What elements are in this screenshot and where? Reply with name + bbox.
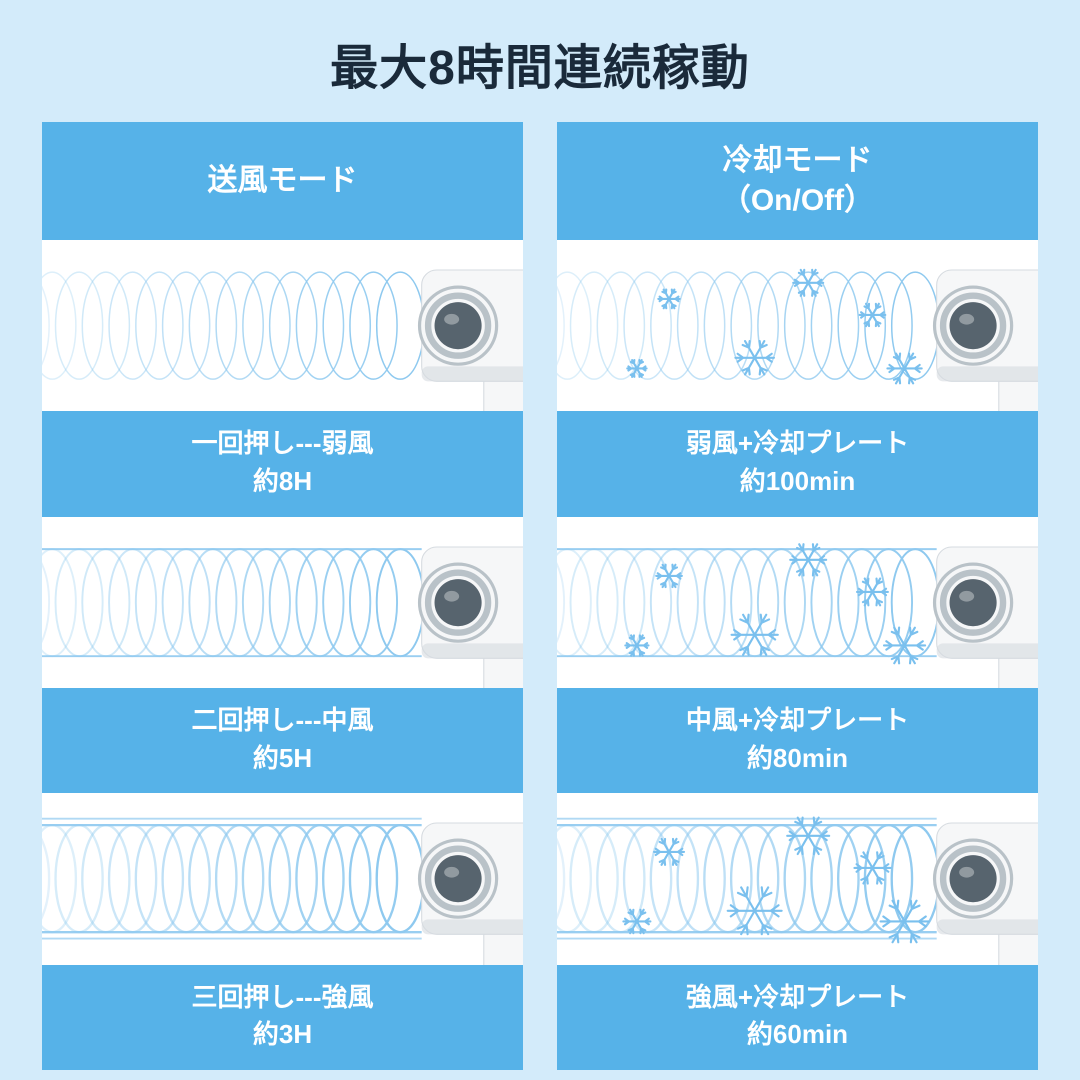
page-title: 最大8時間連続稼動 <box>0 0 1080 122</box>
fan-caption-2-line2: 約5H <box>253 743 312 773</box>
cool-caption-3-line2: 約60min <box>747 1019 848 1049</box>
fan-caption-3: 三回押し---強風 約3H <box>42 965 523 1070</box>
fan-caption-1-line2: 約8H <box>253 466 312 496</box>
cool-caption-3-line1: 強風+冷却プレート <box>686 982 909 1012</box>
fan-illustration-medium <box>42 517 523 688</box>
cool-row-3: 強風+冷却プレート 約60min <box>557 793 1038 1070</box>
cool-row-2: 中風+冷却プレート 約80min <box>557 517 1038 794</box>
cool-illustration-medium <box>557 517 1038 688</box>
cool-caption-2-line1: 中風+冷却プレート <box>686 705 909 735</box>
fan-mode-header: 送風モード <box>42 122 523 240</box>
cooling-mode-column: 冷却モード （On/Off） 弱風+冷却プレート 約100min <box>557 122 1038 1070</box>
fan-row-2: 二回押し---中風 約5H <box>42 517 523 794</box>
cool-illustration-weak <box>557 240 1038 411</box>
fan-caption-2-line1: 二回押し---中風 <box>192 705 374 735</box>
cooling-mode-header-line1: 冷却モード <box>723 141 873 182</box>
cool-caption-2: 中風+冷却プレート 約80min <box>557 688 1038 793</box>
fan-mode-column: 送風モード 一回押し---弱風 約8H <box>42 122 523 1070</box>
cool-caption-1: 弱風+冷却プレート 約100min <box>557 411 1038 516</box>
fan-row-3: 三回押し---強風 約3H <box>42 793 523 1070</box>
columns: 送風モード 一回押し---弱風 約8H <box>0 122 1080 1080</box>
fan-caption-1-line1: 一回押し---弱風 <box>192 428 374 458</box>
fan-illustration-weak <box>42 240 523 411</box>
fan-caption-3-line2: 約3H <box>253 1019 312 1049</box>
fan-caption-2: 二回押し---中風 約5H <box>42 688 523 793</box>
cooling-mode-header: 冷却モード （On/Off） <box>557 122 1038 240</box>
cool-caption-2-line2: 約80min <box>747 743 848 773</box>
cool-row-1: 弱風+冷却プレート 約100min <box>557 240 1038 517</box>
fan-caption-1: 一回押し---弱風 約8H <box>42 411 523 516</box>
cool-illustration-strong <box>557 793 1038 964</box>
fan-mode-header-text: 送風モード <box>208 161 358 202</box>
cooling-mode-header-line2: （On/Off） <box>721 181 874 222</box>
fan-caption-3-line1: 三回押し---強風 <box>192 982 374 1012</box>
cool-caption-1-line1: 弱風+冷却プレート <box>686 428 909 458</box>
fan-row-1: 一回押し---弱風 約8H <box>42 240 523 517</box>
cool-caption-1-line2: 約100min <box>740 466 856 496</box>
fan-illustration-strong <box>42 793 523 964</box>
cool-caption-3: 強風+冷却プレート 約60min <box>557 965 1038 1070</box>
